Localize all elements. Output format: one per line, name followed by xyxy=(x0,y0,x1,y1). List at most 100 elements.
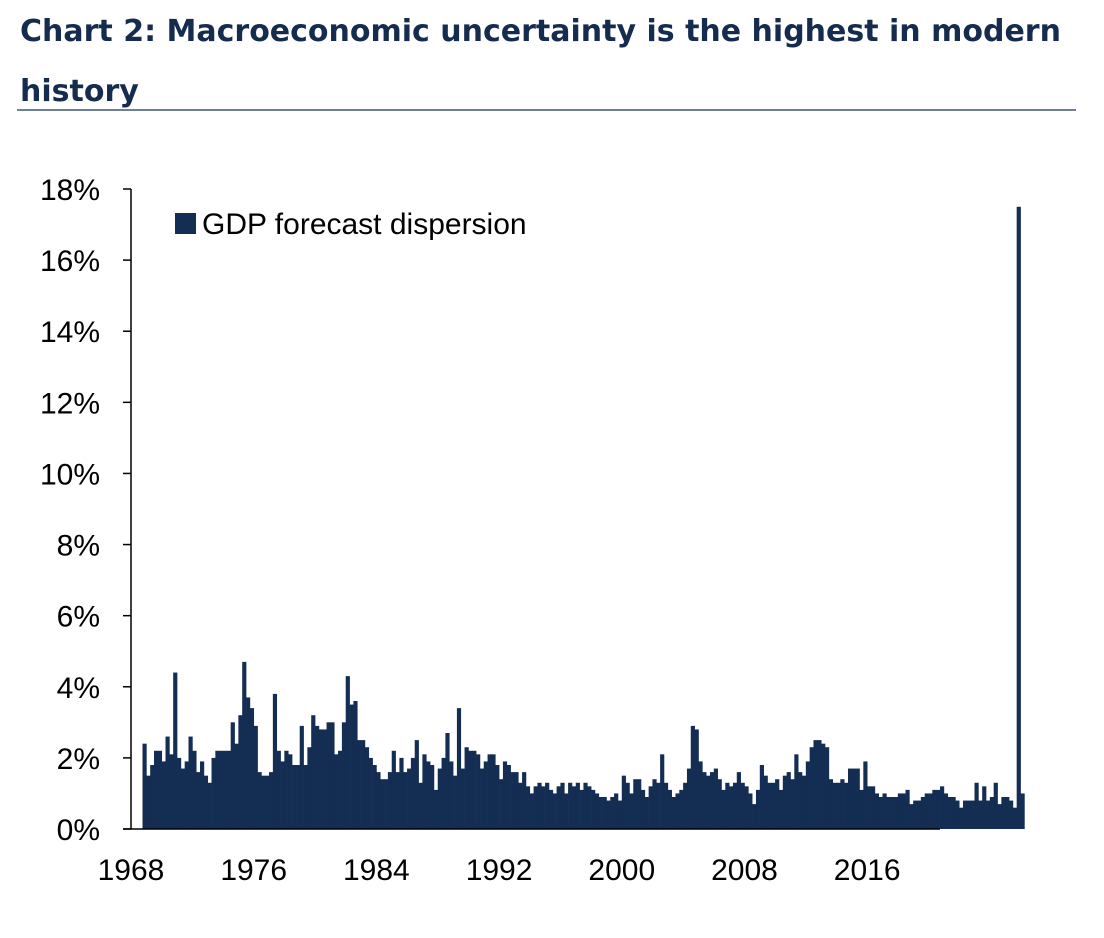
bar xyxy=(510,772,515,829)
bar xyxy=(200,761,205,829)
bar xyxy=(161,761,166,829)
legend-swatch xyxy=(175,213,196,234)
bar xyxy=(564,793,569,829)
bar xyxy=(859,789,864,829)
bar xyxy=(372,765,377,829)
bar xyxy=(460,768,465,829)
bar xyxy=(361,740,366,829)
bar xyxy=(188,736,193,829)
bar xyxy=(514,772,519,829)
title-divider xyxy=(17,109,1076,111)
chart-title: Chart 2: Macroeconomic uncertainty is th… xyxy=(20,14,1061,109)
bar xyxy=(725,782,730,829)
bar xyxy=(341,722,347,829)
bar xyxy=(215,750,220,829)
bar xyxy=(368,757,373,829)
bar xyxy=(671,797,676,829)
legend-label: GDP forecast dispersion xyxy=(202,208,527,241)
bar xyxy=(299,725,304,829)
bar xyxy=(338,750,343,829)
bar xyxy=(882,793,887,829)
bar xyxy=(660,754,665,829)
bar xyxy=(238,715,243,829)
bar xyxy=(487,754,492,829)
bar xyxy=(518,782,523,829)
bar xyxy=(545,782,550,829)
bar xyxy=(736,772,741,829)
bar xyxy=(548,789,554,829)
bar xyxy=(786,772,791,829)
bar xyxy=(755,789,761,829)
bar xyxy=(142,743,147,829)
bar xyxy=(384,779,389,829)
bar xyxy=(311,715,316,829)
bar xyxy=(874,793,879,829)
bar xyxy=(364,747,370,829)
bar xyxy=(219,750,224,829)
bar xyxy=(1001,797,1006,829)
bar xyxy=(430,765,435,829)
bar xyxy=(675,793,680,829)
bar xyxy=(602,797,607,829)
bar xyxy=(625,782,630,829)
bar xyxy=(836,782,841,829)
bar xyxy=(644,797,649,829)
bar xyxy=(445,733,450,829)
bar xyxy=(483,761,488,829)
bar xyxy=(1012,807,1018,829)
x-axis: 1968 1976 1984 1992 2000 2008 2016 xyxy=(98,828,940,887)
bar xyxy=(253,725,258,829)
bar xyxy=(288,754,293,829)
bar xyxy=(928,793,933,829)
y-tick-label: 6% xyxy=(57,601,100,634)
bar xyxy=(821,743,826,829)
bar xyxy=(702,772,707,829)
bar xyxy=(479,768,485,829)
bar xyxy=(909,804,914,829)
bar xyxy=(606,800,611,829)
bar xyxy=(269,772,274,829)
bar xyxy=(966,800,972,829)
bar xyxy=(571,786,577,829)
bar xyxy=(709,772,715,829)
bar xyxy=(591,789,596,829)
bar xyxy=(295,765,301,829)
bar xyxy=(663,782,669,829)
bar xyxy=(667,789,672,829)
bar xyxy=(165,736,170,829)
bar xyxy=(629,793,634,829)
bar xyxy=(380,779,385,829)
bar xyxy=(292,765,297,829)
bar xyxy=(917,800,922,829)
bar xyxy=(468,750,473,829)
bar xyxy=(502,761,508,829)
bar xyxy=(349,704,354,829)
bar xyxy=(157,750,163,829)
bar xyxy=(694,729,699,829)
y-tick-label: 12% xyxy=(40,387,100,420)
bar xyxy=(955,800,960,829)
bar xyxy=(499,779,504,829)
bar xyxy=(491,754,496,829)
bar xyxy=(640,789,646,829)
bar xyxy=(633,779,638,829)
bar xyxy=(318,729,324,829)
bar xyxy=(844,782,849,829)
bar xyxy=(272,693,278,829)
bar xyxy=(656,782,661,829)
bar xyxy=(453,775,458,829)
bar xyxy=(223,750,228,829)
bar xyxy=(978,800,983,829)
bar xyxy=(211,757,216,829)
bar xyxy=(683,782,688,829)
bar xyxy=(476,754,481,829)
bar xyxy=(713,768,718,829)
bar xyxy=(798,772,803,829)
bar xyxy=(422,754,427,829)
bar xyxy=(947,797,952,829)
bar xyxy=(568,782,573,829)
bar xyxy=(698,761,703,829)
legend: GDP forecast dispersion xyxy=(175,208,527,241)
bar xyxy=(1005,797,1010,829)
